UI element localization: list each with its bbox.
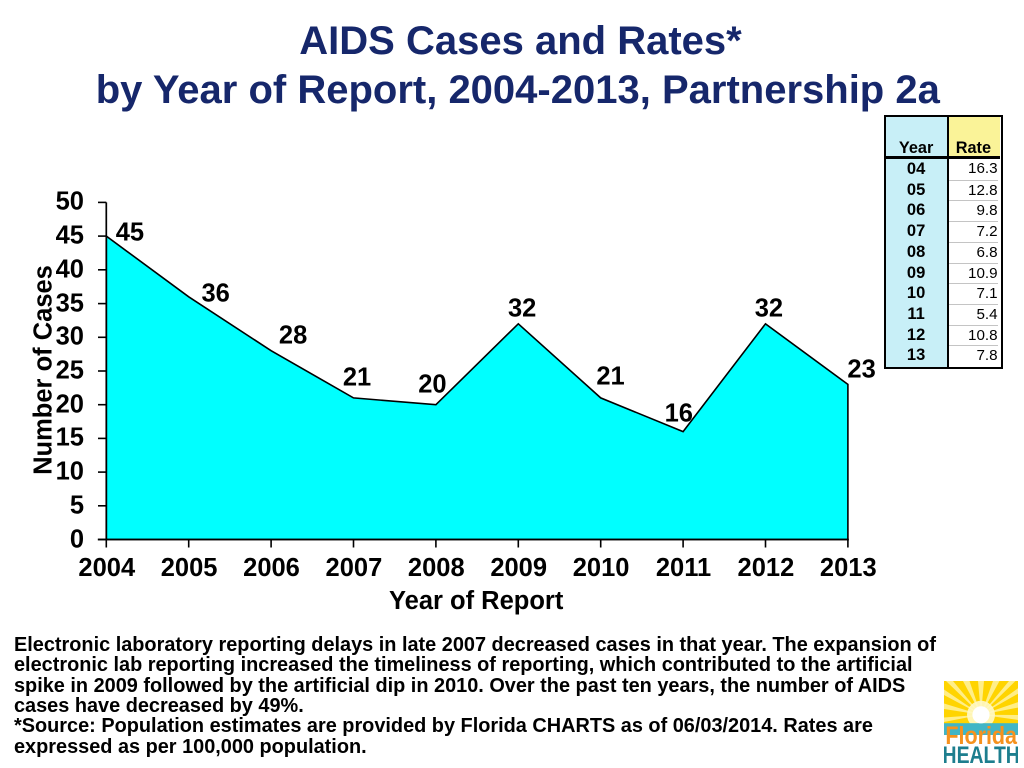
svg-text:Florida: Florida bbox=[945, 721, 1017, 749]
svg-text:HEALTH: HEALTH bbox=[944, 741, 1018, 764]
